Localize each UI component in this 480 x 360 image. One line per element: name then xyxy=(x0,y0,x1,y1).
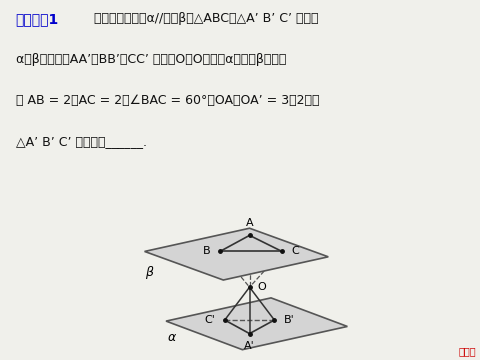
Text: B: B xyxy=(203,247,210,256)
Text: 若 AB = 2，AC = 2，∠BAC = 60°，OA：OA’ = 3：2，则: 若 AB = 2，AC = 2，∠BAC = 60°，OA：OA’ = 3：2，… xyxy=(16,94,319,107)
Text: A': A' xyxy=(244,341,255,351)
Text: 如图所示，平面α//平面β，△ABC，△A’ B’ C’ 分别在: 如图所示，平面α//平面β，△ABC，△A’ B’ C’ 分别在 xyxy=(95,12,319,25)
Text: 跟踪训皃1: 跟踪训皃1 xyxy=(16,12,59,26)
Text: β: β xyxy=(145,266,153,279)
Polygon shape xyxy=(144,228,328,280)
Text: α，β内，线段AA’，BB’，CC’ 共点于O，O在平面α和平面β之间，: α，β内，线段AA’，BB’，CC’ 共点于O，O在平面α和平面β之间， xyxy=(16,53,286,66)
Text: α: α xyxy=(168,331,176,344)
Text: C': C' xyxy=(204,315,215,325)
Polygon shape xyxy=(166,298,348,350)
Text: △A’ B’ C’ 的面积为______.: △A’ B’ C’ 的面积为______. xyxy=(16,135,147,148)
Text: 析答案: 析答案 xyxy=(458,346,476,356)
Text: A: A xyxy=(246,218,253,228)
Text: B': B' xyxy=(284,315,295,325)
Text: O: O xyxy=(257,282,266,292)
Text: C: C xyxy=(291,247,300,256)
